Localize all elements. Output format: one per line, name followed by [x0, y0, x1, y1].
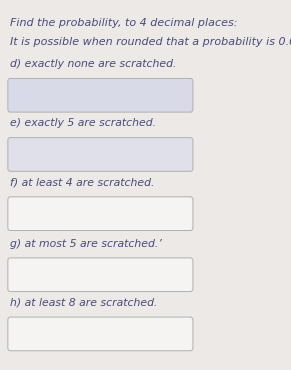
Text: h) at least 8 are scratched.: h) at least 8 are scratched.: [10, 298, 158, 308]
FancyBboxPatch shape: [8, 258, 193, 292]
FancyBboxPatch shape: [8, 317, 193, 351]
Text: d) exactly none are scratched.: d) exactly none are scratched.: [10, 59, 177, 69]
Text: Find the probability, to 4 decimal places:: Find the probability, to 4 decimal place…: [10, 18, 238, 28]
FancyBboxPatch shape: [8, 197, 193, 231]
Text: It is possible when rounded that a probability is 0.0000: It is possible when rounded that a proba…: [10, 37, 291, 47]
FancyBboxPatch shape: [8, 78, 193, 112]
Text: e) exactly 5 are scratched.: e) exactly 5 are scratched.: [10, 118, 156, 128]
Text: f) at least 4 are scratched.: f) at least 4 are scratched.: [10, 178, 155, 188]
FancyBboxPatch shape: [8, 138, 193, 171]
Text: g) at most 5 are scratched.’: g) at most 5 are scratched.’: [10, 239, 162, 249]
